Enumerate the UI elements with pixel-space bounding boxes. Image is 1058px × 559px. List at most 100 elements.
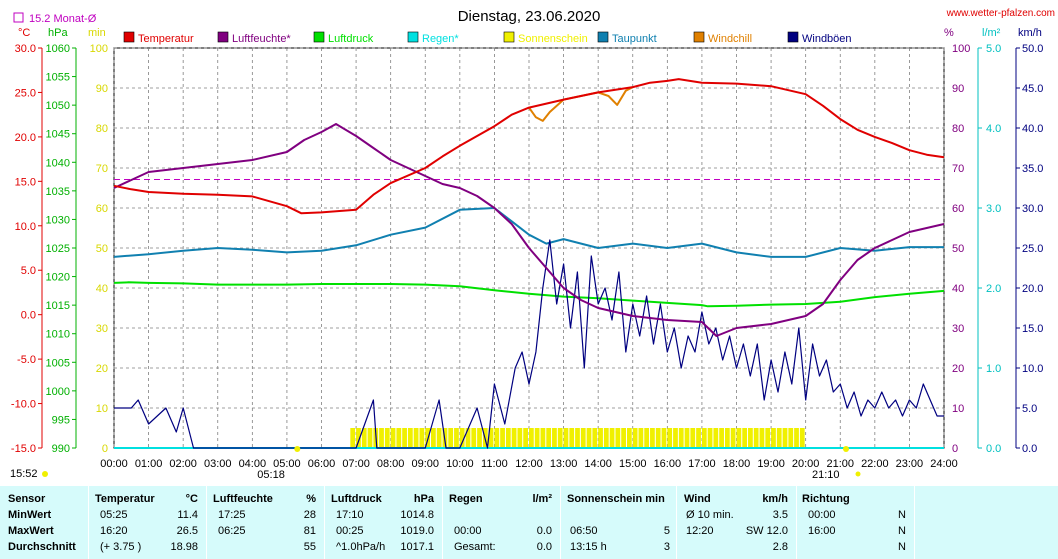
stats-table: Sensor Temperatur °C Luftfeuchte% Luftdruck h… — [0, 486, 1058, 559]
stats-cell: 16:20 — [100, 525, 128, 537]
sunshine-bar — [707, 428, 713, 448]
stats-divider — [206, 486, 207, 559]
pressure-tick-label: 1035 — [46, 186, 70, 198]
pressure-tick-label: 1005 — [46, 357, 70, 369]
stats-cell: Regen — [449, 493, 483, 505]
sunshine-bar — [580, 428, 586, 448]
temp-tick-label: 10.0 — [15, 221, 36, 233]
pressure-tick-label: 1040 — [46, 157, 70, 169]
time-tick-label: 01:00 — [135, 458, 163, 470]
legend-swatch — [123, 31, 135, 43]
humidity-tick-label: 60 — [952, 203, 964, 215]
sunshine-bar — [782, 428, 788, 448]
unit-hpa: hPa — [48, 27, 68, 39]
sunshine-bar — [557, 428, 563, 448]
sunshine-bar — [390, 428, 396, 448]
humidity-tick-label: 40 — [952, 283, 964, 295]
time-tick-label: 15:00 — [619, 458, 647, 470]
wind-tick-label: 40.0 — [1022, 123, 1043, 135]
sunset-label: 21:10 — [812, 469, 840, 481]
sunrise-label: 05:18 — [257, 469, 285, 481]
sunshine-bar — [632, 428, 638, 448]
sunshine-bar — [598, 428, 603, 448]
pressure-tick-label: 1000 — [46, 386, 70, 398]
stats-cell: Wind — [684, 493, 711, 505]
sunshine-bar — [413, 428, 419, 448]
stats-cell: °C — [185, 493, 198, 505]
pressure-tick-label: 995 — [52, 414, 70, 426]
stats-divider — [560, 486, 561, 559]
stats-cell: 1019.0 — [400, 525, 434, 537]
stats-cell: Luftdruck — [331, 493, 382, 505]
sunshine-bar — [644, 428, 650, 448]
time-tick-label: 23:00 — [896, 458, 924, 470]
sunshine-bar — [701, 428, 707, 448]
time-tick-label: 10:00 — [446, 458, 474, 470]
stats-divider — [914, 486, 915, 559]
unit-rain: l/m² — [982, 27, 1001, 39]
humidity-tick-label: 0 — [952, 443, 958, 455]
unit-min: min — [88, 27, 106, 39]
sunshine-bar — [563, 428, 569, 448]
pressure-tick-label: 1015 — [46, 300, 70, 312]
legend-label: Taupunkt — [612, 33, 657, 45]
sunshine-bar — [609, 428, 615, 448]
sunshine-bar — [384, 428, 390, 448]
rain-tick-label: 5.0 — [986, 43, 1001, 55]
temp-tick-label: -5.0 — [17, 354, 36, 366]
time-tick-label: 22:00 — [861, 458, 889, 470]
stats-cell: 00:25 — [336, 525, 364, 537]
stats-cell: 0.0 — [536, 541, 552, 553]
stats-cell: 00:00 — [808, 509, 836, 521]
sunshine-bar — [471, 428, 477, 448]
time-tick-label: 00:00 — [100, 458, 128, 470]
stats-cell: 81 — [303, 525, 316, 537]
sunshine-bar — [494, 428, 500, 448]
wind-tick-label: 5.0 — [1022, 403, 1037, 415]
sunset-marker-icon — [843, 446, 850, 452]
sunshine-bar — [765, 428, 771, 448]
sunshine-bar — [431, 428, 436, 448]
wind-tick-label: 35.0 — [1022, 163, 1043, 175]
sunshine-tick-label: 100 — [90, 43, 108, 55]
sunshine-bar — [419, 428, 425, 448]
time-tick-label: 11:00 — [481, 458, 508, 470]
series-windböen — [114, 239, 944, 449]
sunshine-bar — [742, 428, 748, 448]
sunshine-tick-label: 80 — [96, 123, 108, 135]
sunshine-bar — [799, 428, 805, 448]
stats-cell: 13:15 h — [570, 541, 607, 553]
wind-tick-label: 45.0 — [1022, 83, 1043, 95]
wind-tick-label: 0.0 — [1022, 443, 1037, 455]
time-tick-label: 20:00 — [792, 458, 820, 470]
stats-cell: (+ 3.75 ) — [100, 541, 142, 553]
time-tick-label: 07:00 — [342, 458, 370, 470]
sunshine-bar — [788, 428, 794, 448]
stats-cell: 2.8 — [772, 541, 788, 553]
sunshine-tick-label: 0 — [102, 443, 108, 455]
sunshine-bar — [603, 428, 609, 448]
sunshine-bar — [517, 428, 523, 448]
stats-cell: 00:00 — [454, 525, 482, 537]
sunshine-bar — [650, 428, 655, 448]
temp-tick-label: -10.0 — [11, 399, 36, 411]
temp-tick-label: -15.0 — [11, 443, 36, 455]
sunshine-bar — [459, 428, 465, 448]
time-tick-label: 12:00 — [515, 458, 543, 470]
humidity-tick-label: 70 — [952, 163, 964, 175]
pressure-tick-label: 1050 — [46, 100, 70, 112]
current-time-sun-icon — [42, 471, 48, 477]
sunshine-bar — [719, 428, 724, 448]
wind-tick-label: 15.0 — [1022, 323, 1043, 335]
time-tick-label: 03:00 — [204, 458, 232, 470]
stats-cell: 0.0 — [536, 525, 552, 537]
time-tick-label: 18:00 — [723, 458, 751, 470]
time-tick-label: 19:00 — [757, 458, 785, 470]
time-tick-label: 04:00 — [239, 458, 267, 470]
legend-label: Windchill — [708, 33, 752, 45]
temp-tick-label: 25.0 — [15, 87, 36, 99]
sunshine-tick-label: 90 — [96, 83, 108, 95]
pressure-tick-label: 990 — [52, 443, 70, 455]
pressure-tick-label: 1010 — [46, 329, 70, 341]
stats-cell: % — [306, 493, 316, 505]
